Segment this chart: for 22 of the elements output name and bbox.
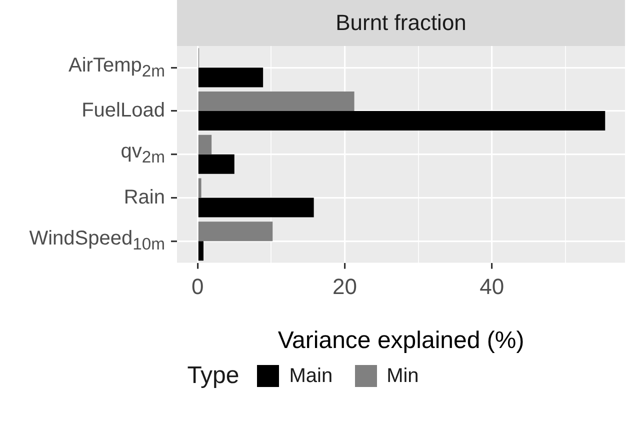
bar xyxy=(198,68,264,88)
bar xyxy=(198,134,212,154)
y-tick-label: AirTemp$_{2m}$ xyxy=(68,54,165,82)
bar xyxy=(198,92,354,112)
x-axis-title: Variance explained (%) xyxy=(278,327,524,354)
bar xyxy=(198,178,202,198)
legend-title: Type xyxy=(187,362,240,390)
y-tick-label: qv$_{2m}$ xyxy=(120,140,165,168)
y-tick-label: WindSpeed$_{10m}$ xyxy=(29,228,165,255)
x-tick-label: 0 xyxy=(191,274,204,300)
chart-title: Burnt fraction xyxy=(177,0,625,46)
bar xyxy=(198,198,314,218)
x-tick-label: 40 xyxy=(480,274,504,300)
bar xyxy=(198,154,234,174)
y-tick-label: FuelLoad xyxy=(82,100,165,123)
bar xyxy=(198,222,273,242)
x-tick-label: 20 xyxy=(332,274,357,300)
y-tick-label: Rain xyxy=(124,186,165,210)
bar xyxy=(198,241,204,261)
legend-label: Main xyxy=(289,364,333,388)
bar xyxy=(198,111,606,131)
legend-label: Min xyxy=(386,364,419,388)
